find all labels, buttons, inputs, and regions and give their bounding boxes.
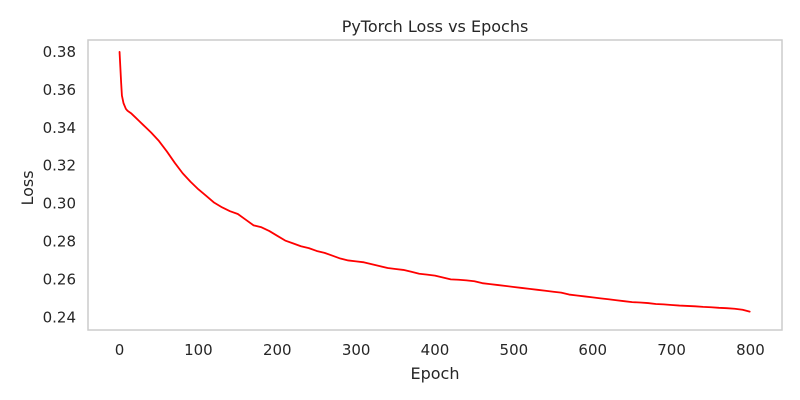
x-tick-label: 200	[263, 341, 292, 359]
y-tick-label: 0.34	[43, 119, 76, 137]
y-tick-labels: 0.24 0.26 0.28 0.30 0.32 0.34 0.36 0.38	[43, 43, 76, 326]
chart-title: PyTorch Loss vs Epochs	[342, 17, 529, 36]
x-tick-label: 700	[657, 341, 686, 359]
y-tick-label: 0.24	[43, 308, 76, 326]
x-tick-label: 300	[342, 341, 371, 359]
x-tick-label: 600	[578, 341, 607, 359]
plot-area	[87, 39, 783, 331]
x-tick-label: 800	[736, 341, 765, 359]
y-tick-label: 0.30	[43, 195, 76, 213]
x-tick-label: 100	[184, 341, 213, 359]
x-tick-label: 500	[500, 341, 529, 359]
plot-frame	[87, 39, 783, 331]
y-tick-label: 0.38	[43, 43, 76, 61]
y-axis-title: Loss	[18, 170, 37, 205]
y-tick-label: 0.32	[43, 157, 76, 175]
x-tick-label: 0	[115, 341, 125, 359]
y-tick-label: 0.28	[43, 232, 76, 250]
y-tick-label: 0.26	[43, 270, 76, 288]
y-tick-label: 0.36	[43, 81, 76, 99]
x-tick-labels: 0 100 200 300 400 500 600 700 800	[115, 341, 765, 359]
loss-line	[118, 51, 751, 313]
x-axis-title: Epoch	[411, 364, 460, 383]
x-tick-label: 400	[421, 341, 450, 359]
